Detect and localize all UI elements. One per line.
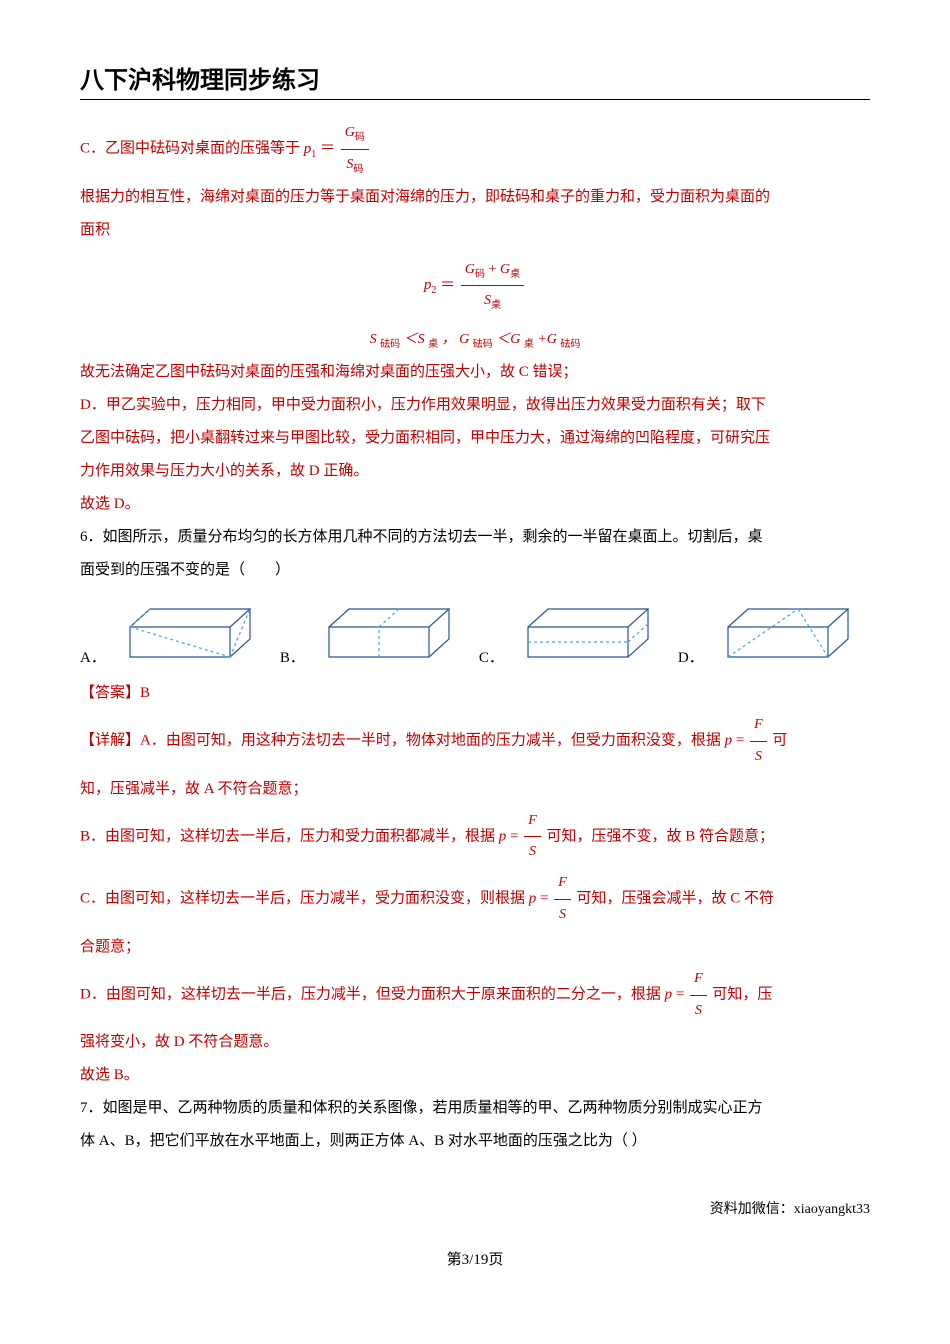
detail-a: 【详解】A．由图可知，用这种方法切去一半时，物体对地面的压力减半，但受力面积没变…: [80, 710, 870, 773]
q7-line2: 体 A、B，把它们平放在水平地面上，则两正方体 A、B 对水平地面的压强之比为（…: [80, 1125, 870, 1158]
final-b: 故选 B。: [80, 1059, 870, 1092]
opt-c-label: C．: [479, 646, 504, 667]
d-line2: 乙图中砝码，把小桌翻转过来与甲图比较，受力面积相同，甲中压力大，通过海绵的凹陷程…: [80, 422, 870, 455]
para1b: 面积: [80, 214, 870, 247]
opt-b-label: B．: [280, 646, 305, 667]
detail-d: D．由图可知，这样切去一半后，压力减半，但受力面积大于原来面积的二分之一，根据 …: [80, 964, 870, 1027]
d-line3: 力作用效果与压力大小的关系，故 D 正确。: [80, 455, 870, 488]
option-b-diagram: [319, 597, 469, 667]
p2-equation: p2 ＝ G码 + G桌 S桌: [80, 255, 870, 318]
opt-d-label: D．: [678, 646, 704, 667]
option-c-line: C．乙图中砝码对桌面的压强等于 p1 ＝ G码 S码: [80, 118, 870, 181]
para2: 故无法确定乙图中砝码对桌面的压强和海绵对桌面的压强大小，故 C 错误；: [80, 356, 870, 389]
opt-a-label: A．: [80, 646, 106, 667]
option-c-diagram: [518, 597, 668, 667]
para1: 根据力的相互性，海绵对桌面的压力等于桌面对海绵的压力，即砝码和桌子的重力和，受力…: [80, 181, 870, 214]
p1-lhs: p1: [304, 141, 317, 157]
footer-wechat: 资料加微信：xiaoyangkt33: [80, 1198, 870, 1218]
q6-options: A． B． C．: [80, 597, 870, 667]
option-d-diagram: [718, 597, 868, 667]
inequality-line: S 砝码 ＜S 桌 ， G 砝码 ＜G 桌 +G 砝码: [80, 325, 870, 356]
q6-line1: 6．如图所示，质量分布均匀的长方体用几种不同的方法切去一半，剩余的一半留在桌面上…: [80, 521, 870, 554]
detail-b: B．由图可知，这样切去一半后，压力和受力面积都减半，根据 p = FS 可知，压…: [80, 806, 870, 869]
answer-b: 【答案】B: [80, 677, 870, 710]
option-a-diagram: [120, 597, 270, 667]
d-line1: D．甲乙实验中，压力相同，甲中受力面积小，压力作用效果明显，故得出压力效果受力面…: [80, 389, 870, 422]
c-text-pre: C．乙图中砝码对桌面的压强等于: [80, 141, 304, 157]
q7-line1: 7．如图是甲、乙两种物质的质量和体积的关系图像，若用质量相等的甲、乙两种物质分别…: [80, 1092, 870, 1125]
detail-d-2: 强将变小，故 D 不符合题意。: [80, 1026, 870, 1059]
c-eq: ＝: [320, 141, 335, 157]
page-header-title: 八下沪科物理同步练习: [80, 60, 870, 95]
c-fraction: G码 S码: [341, 118, 369, 181]
page-number: 第3/19页: [80, 1248, 870, 1269]
q6-line2: 面受到的压强不变的是（ ）: [80, 554, 870, 587]
header-rule: [80, 99, 870, 100]
final-d: 故选 D。: [80, 488, 870, 521]
detail-a-2: 知，压强减半，故 A 不符合题意；: [80, 773, 870, 806]
detail-c-2: 合题意；: [80, 931, 870, 964]
detail-c: C．由图可知，这样切去一半后，压力减半，受力面积没变，则根据 p = FS 可知…: [80, 868, 870, 931]
